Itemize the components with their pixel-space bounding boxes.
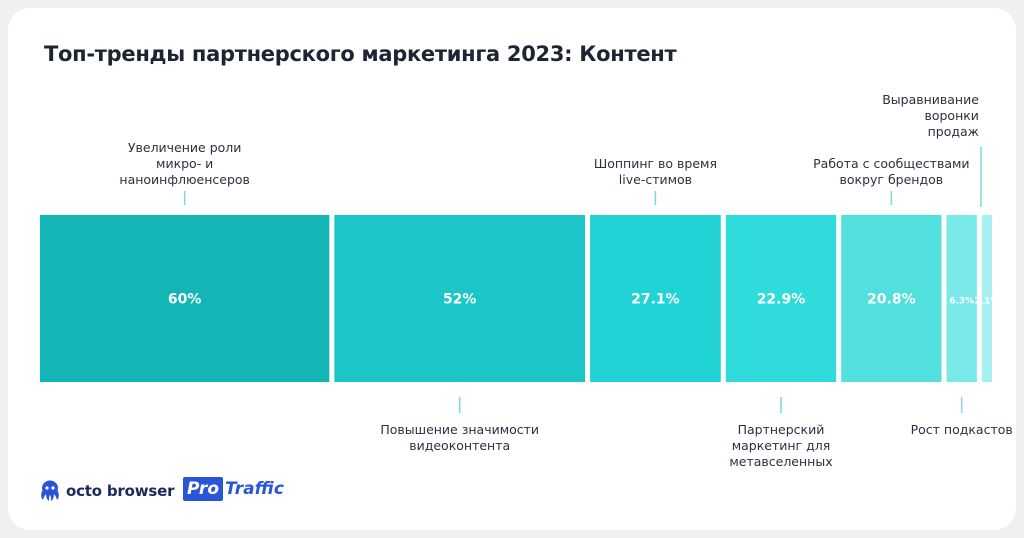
category-label-5-line-2: вокруг брендов (840, 172, 944, 187)
traffic-text: Traffic (225, 479, 285, 499)
value-label-6: 6.3% (949, 297, 974, 307)
category-label-7-line-2: воронки (924, 108, 978, 123)
category-label-4-line-2: маркетинг для (732, 438, 831, 453)
value-label-7: 2.1% (974, 297, 999, 307)
bar-segment-1 (40, 215, 330, 382)
value-label-1: 60% (168, 292, 202, 308)
category-label-7-line-3: продаж (928, 124, 979, 139)
chart-title: Топ-тренды партнерского маркетинга 2023:… (44, 42, 677, 66)
value-label-2: 52% (443, 292, 477, 308)
octo-browser-text: octo browser (66, 482, 175, 500)
category-label-2-line-1: Повышение значимости (380, 422, 539, 437)
bar-segment-3 (590, 215, 721, 382)
category-label-1-line-3: наноинфлюенсеров (119, 172, 250, 187)
octopus-icon (41, 480, 59, 501)
bar-segment-6 (946, 215, 977, 382)
category-label-3-line-1: Шоппинг во время (594, 156, 717, 171)
category-label-3-line-2: live-стимов (619, 172, 692, 187)
bar-segment-4 (725, 215, 837, 382)
bar-segment-7 (981, 215, 992, 382)
category-label-2-line-2: видеоконтента (409, 438, 510, 453)
category-label-6-line-1: Рост подкастов (911, 422, 1013, 437)
category-label-4-line-1: Партнерский (738, 422, 825, 437)
category-label-1-line-2: микро- и (156, 156, 213, 171)
protraffic-logo: Pro Traffic (183, 477, 284, 505)
octo-browser-logo: octo browser (38, 479, 178, 505)
category-label-5-line-1: Работа с сообществами (813, 156, 969, 171)
value-label-5: 20.8% (867, 292, 916, 308)
value-label-4: 22.9% (757, 292, 806, 308)
value-label-3: 27.1% (631, 292, 680, 308)
category-label-4-line-3: метавселенных (729, 454, 832, 469)
bar-segment-2 (334, 215, 586, 382)
category-label-1-line-1: Увеличение роли (128, 140, 242, 155)
bar-segment-5 (841, 215, 942, 382)
category-label-7-line-1: Выравнивание (882, 92, 979, 107)
pro-box-text: Pro (183, 477, 223, 501)
